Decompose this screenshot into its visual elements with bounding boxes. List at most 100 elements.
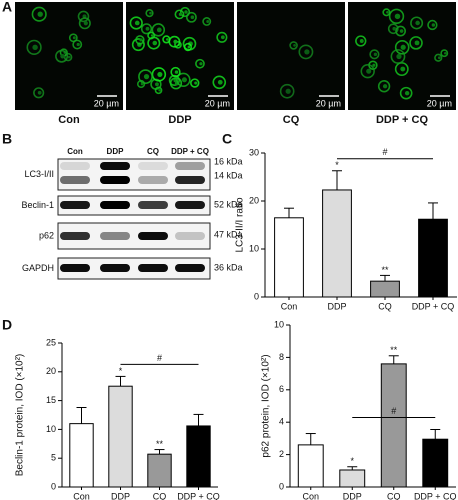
cell-dot	[155, 82, 159, 87]
cell-dot	[174, 70, 179, 74]
panel-letter: C	[222, 131, 232, 147]
cell-dot	[140, 82, 144, 86]
cell-dot	[399, 29, 404, 33]
cell-dot	[304, 49, 310, 55]
cell-dot	[400, 44, 406, 50]
x-tick-label: Con	[73, 491, 90, 500]
y-tick-label: 20	[46, 366, 56, 376]
cell-dot	[415, 20, 420, 26]
cell	[168, 35, 181, 48]
bracket-label: #	[382, 147, 387, 157]
cell-dot	[134, 20, 140, 26]
lane-label: DDP	[107, 147, 125, 156]
error-bar	[154, 449, 165, 455]
cell-dot	[386, 11, 389, 14]
x-tick-label: Con	[302, 491, 319, 500]
error-bar	[388, 355, 399, 364]
cell-dot	[444, 51, 447, 55]
scale-bar-label: 20 µm	[205, 98, 230, 108]
cell-dot	[392, 26, 397, 31]
cell-dot	[404, 90, 410, 96]
cell	[185, 11, 197, 23]
cell-dot	[166, 38, 169, 41]
cell-dot	[139, 38, 143, 42]
bracket-label: #	[391, 406, 396, 416]
y-tick-label: 0	[51, 481, 56, 491]
cell	[212, 75, 227, 90]
error-bar	[430, 428, 441, 440]
y-tick-label: 6	[279, 384, 284, 394]
cell	[78, 17, 91, 30]
cell-dot	[184, 10, 188, 14]
blot-band	[100, 264, 130, 272]
size-label: 14 kDa	[214, 170, 243, 180]
cell	[138, 69, 153, 85]
cell-dot	[437, 56, 441, 60]
scale-bar-label: 20 µm	[316, 98, 341, 108]
x-tick-label: CQ	[387, 491, 401, 500]
size-label: 16 kDa	[214, 156, 243, 166]
cell-dot	[199, 62, 203, 66]
y-axis-label: LC3-II/I ratio	[235, 197, 246, 252]
bar	[186, 425, 211, 488]
y-axis-label: p62 protein, IOD (×10²)	[261, 354, 272, 457]
y-tick-label: 10	[46, 424, 56, 434]
cell	[216, 31, 228, 43]
blot-band	[100, 232, 130, 240]
cell	[409, 36, 423, 50]
bar	[370, 280, 400, 298]
cell	[390, 49, 406, 64]
cell-dot	[157, 71, 163, 77]
lane-label: DDP + CQ	[171, 147, 209, 156]
cell	[140, 23, 153, 35]
cell	[145, 9, 154, 18]
error-bar	[347, 466, 358, 470]
cell-dot	[149, 11, 152, 15]
blot-band	[175, 162, 205, 170]
blot-band	[175, 232, 205, 240]
lane-label: Con	[67, 147, 83, 156]
cell	[440, 49, 449, 58]
cell-dot	[188, 41, 193, 47]
error-bar	[305, 433, 316, 445]
blot-band	[100, 162, 130, 170]
cell-dot	[382, 84, 388, 89]
blot-band	[60, 176, 90, 184]
cell	[360, 63, 375, 79]
cell	[394, 62, 409, 76]
cell	[129, 16, 143, 30]
cell-dot	[359, 39, 364, 43]
cell	[355, 35, 367, 47]
x-tick-label: CQ	[153, 491, 167, 500]
cell	[135, 35, 145, 45]
panel-letter: B	[2, 131, 12, 147]
y-tick-label: 0	[279, 481, 284, 491]
cell-dot	[414, 40, 420, 46]
cell	[394, 39, 410, 55]
y-axis-label: Beclin-1 protein, IOD (×10²)	[15, 354, 26, 477]
x-tick-label: CQ	[378, 301, 392, 311]
scale-bar-label: 20 µm	[94, 98, 119, 108]
error-bar	[332, 170, 342, 190]
cell-dot	[285, 88, 291, 94]
bar	[422, 438, 449, 488]
cell	[183, 42, 193, 52]
cell	[170, 66, 181, 78]
significance: **	[390, 345, 398, 355]
bar	[108, 385, 133, 488]
cell	[169, 77, 183, 90]
blot-band	[60, 162, 90, 170]
y-tick-label: 4	[279, 417, 284, 427]
cell-dot	[400, 66, 406, 72]
blot-band	[60, 201, 90, 209]
row-label: LC3-I/II	[24, 169, 54, 179]
cell-dot	[158, 89, 161, 92]
cell-dot	[178, 12, 183, 17]
cell	[147, 31, 156, 40]
cell-dot	[32, 44, 38, 51]
blot-band	[100, 201, 130, 209]
blot-band	[138, 264, 168, 272]
bar	[322, 189, 352, 298]
cell	[77, 10, 90, 23]
